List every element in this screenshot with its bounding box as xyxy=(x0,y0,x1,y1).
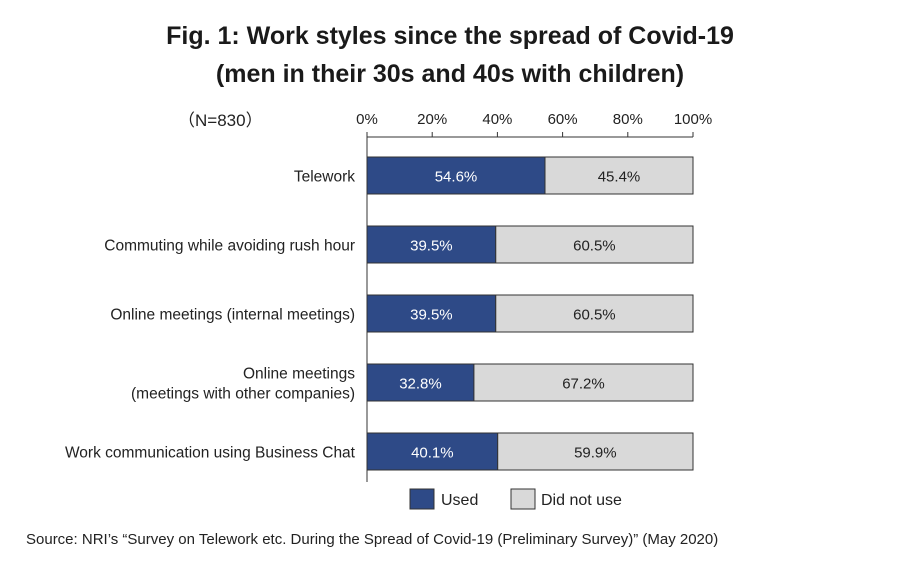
x-tick-label: 80% xyxy=(613,111,643,128)
category-label: Work communication using Business Chat xyxy=(65,445,356,462)
legend-swatch-did-not-use xyxy=(510,488,536,510)
bar-did-not-use xyxy=(544,156,694,195)
data-label-used: 39.5% xyxy=(410,238,453,255)
x-tick-label: 0% xyxy=(356,111,378,128)
x-tick-label: 20% xyxy=(417,111,447,128)
data-label-did-not-use: 60.5% xyxy=(573,238,616,255)
data-label-used: 39.5% xyxy=(410,307,453,324)
category-label: Online meetings (internal meetings) xyxy=(110,307,355,324)
bar-did-not-use xyxy=(495,294,694,333)
category-label: Online meetings xyxy=(243,366,355,383)
data-label-did-not-use: 60.5% xyxy=(573,307,616,324)
bar-did-not-use xyxy=(497,432,694,471)
bar-used xyxy=(366,432,499,471)
category-label: (meetings with other companies) xyxy=(131,386,355,403)
legend-label-used: Used xyxy=(441,492,478,509)
source-note: Source: NRI’s “Survey on Telework etc. D… xyxy=(26,531,719,548)
bar-used xyxy=(366,363,475,402)
data-label-did-not-use: 67.2% xyxy=(562,376,605,393)
bar-used xyxy=(366,156,546,195)
data-label-used: 32.8% xyxy=(399,376,442,393)
data-label-used: 54.6% xyxy=(435,169,478,186)
bar-did-not-use xyxy=(473,363,694,402)
legend-label-did-not-use: Did not use xyxy=(541,492,622,509)
x-tick-label: 100% xyxy=(674,111,712,128)
chart-title-line-2: (men in their 30s and 40s with children) xyxy=(215,60,685,88)
legend-swatch-used xyxy=(409,488,435,510)
data-label-did-not-use: 45.4% xyxy=(598,169,641,186)
bar-did-not-use xyxy=(495,225,694,264)
data-label-did-not-use: 59.9% xyxy=(574,445,617,462)
sample-size-label: （N=830） xyxy=(178,111,263,130)
category-label: Telework xyxy=(294,169,355,186)
x-tick-label: 60% xyxy=(548,111,578,128)
stacked-bar-chart: 0% 20% 40% 60% 80% 100% 54.6% 45.4% Telework 39.5… xyxy=(65,111,712,510)
chart-title-line-1: Fig. 1: Work styles since the spread of … xyxy=(166,22,734,50)
x-tick-label: 40% xyxy=(482,111,512,128)
category-label: Commuting while avoiding rush hour xyxy=(104,238,355,255)
bar-used xyxy=(366,225,497,264)
data-label-used: 40.1% xyxy=(411,445,454,462)
